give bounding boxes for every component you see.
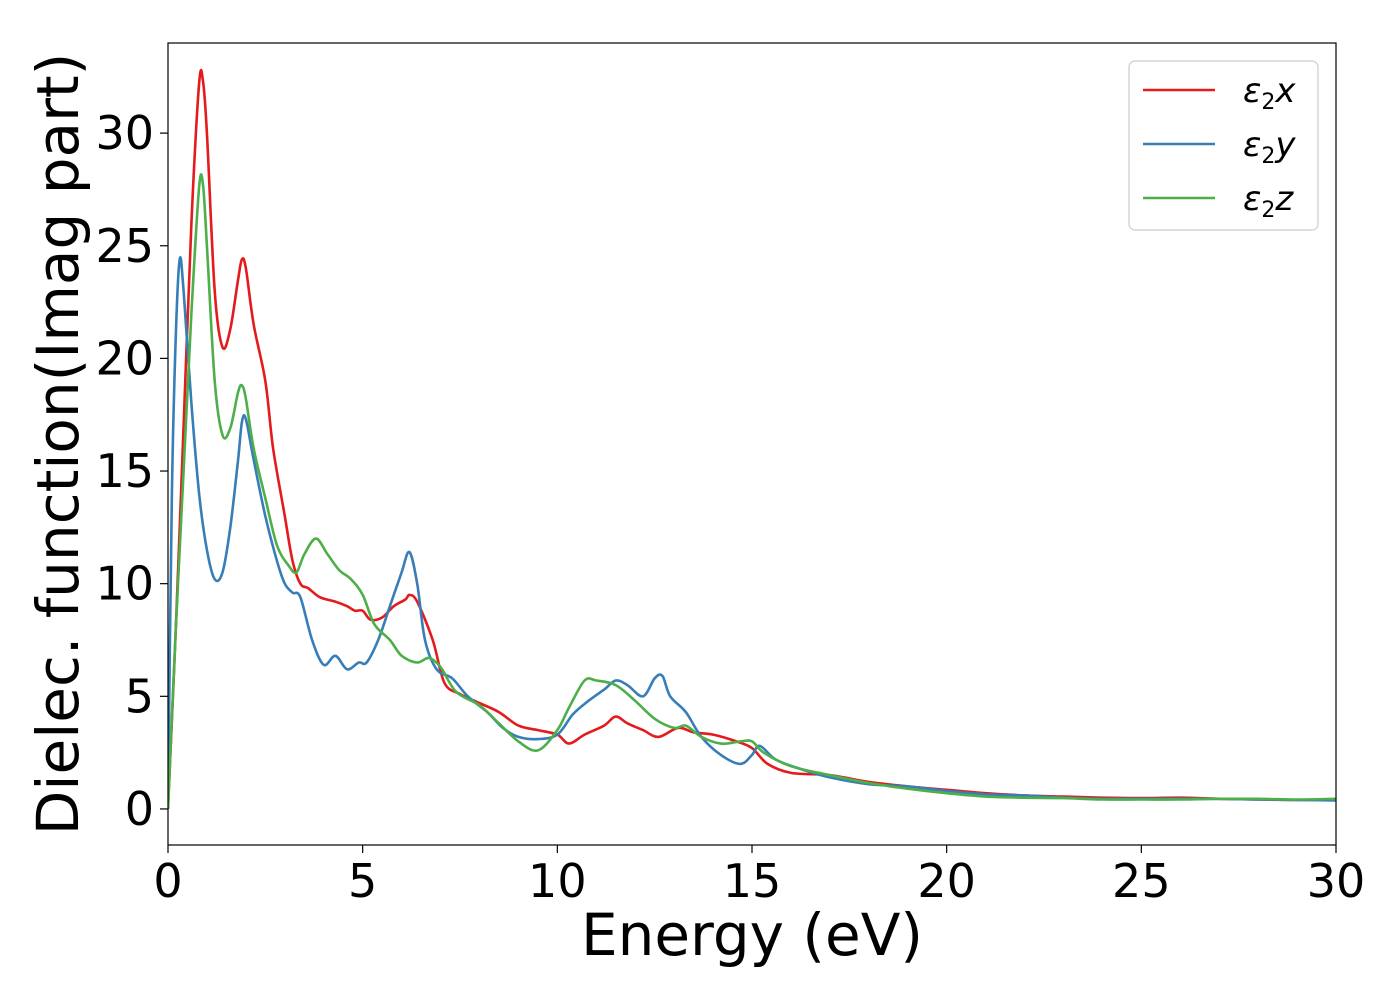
y-tick-label: 20 (95, 331, 154, 385)
x-tick-label: 0 (153, 854, 182, 908)
x-tick-label: 20 (917, 854, 976, 908)
y-tick-label: 5 (125, 669, 154, 723)
y-tick-label: 15 (95, 444, 154, 498)
y-axis-title: Dielec. function(Imag part) (24, 53, 92, 836)
x-tick-label: 25 (1112, 854, 1171, 908)
y-tick-label: 10 (95, 557, 154, 611)
x-tick-label: 10 (528, 854, 587, 908)
y-tick-label: 30 (95, 106, 154, 160)
x-axis-title: Energy (eV) (581, 901, 923, 969)
y-tick-label: 0 (125, 782, 154, 836)
y-tick-label: 25 (95, 219, 154, 273)
x-tick-label: 30 (1307, 854, 1366, 908)
x-tick-label: 5 (348, 854, 377, 908)
x-tick-label: 15 (723, 854, 782, 908)
